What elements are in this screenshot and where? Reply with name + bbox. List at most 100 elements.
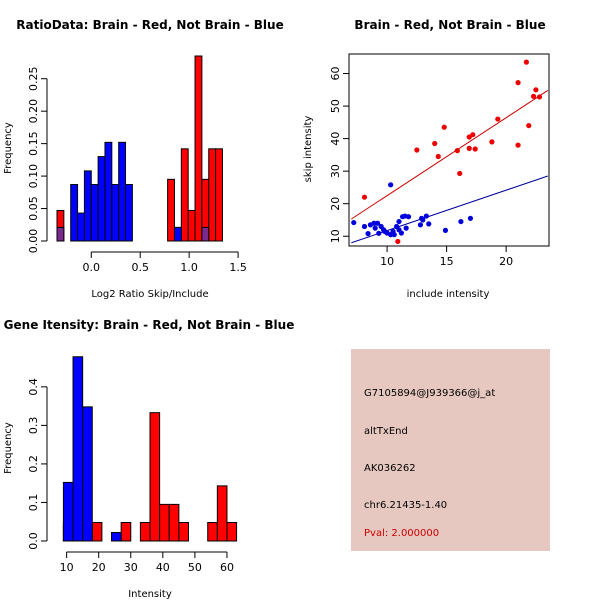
- brain-point: [361, 194, 368, 200]
- intensity-brain-bar: [178, 522, 189, 542]
- gene-intensity-y-axis: 0.0 0.1 0.2 0.3 0.4: [27, 378, 48, 550]
- intensity-brain-bar: [207, 522, 218, 542]
- ratio-not-brain-bar: [111, 184, 120, 242]
- gene-intensity-y-label: Frequency: [3, 422, 14, 474]
- not-brain-point: [467, 215, 474, 221]
- accession-text: AK036262: [364, 463, 416, 474]
- intensity-x-tick-label: 40: [156, 561, 170, 574]
- not-brain-point: [376, 230, 382, 236]
- probe-id-text: G7105894@J939366@j_at: [364, 388, 495, 399]
- ratio-not-brain-bar: [118, 141, 127, 242]
- intensity-brain-bar: [91, 522, 103, 542]
- brain-point: [515, 80, 521, 86]
- brain-point: [526, 122, 532, 129]
- gene-intensity-x-label: Intensity: [128, 589, 172, 600]
- not-brain-point: [417, 222, 424, 228]
- intensity-x-tick-label: 50: [188, 561, 202, 574]
- ratio-y-tick-label: 0.05: [27, 196, 40, 221]
- brain-point: [441, 124, 447, 130]
- intensity-not-brain-bar: [72, 356, 84, 542]
- scatter-x-label: include intensity: [407, 289, 490, 300]
- ratio-overlap-bar: [201, 226, 210, 242]
- brain-point: [435, 153, 441, 160]
- not-brain-point: [371, 220, 377, 226]
- ratio-y-tick-label: 0.20: [27, 99, 40, 124]
- ratio-x-tick-label: 0.0: [83, 261, 101, 274]
- not-brain-point: [442, 227, 449, 233]
- ratio-histogram-bars: [56, 55, 223, 242]
- info-panel: G7105894@J939366@j_at altTxEnd AK036262 …: [351, 349, 550, 551]
- intensity-not-brain-bar: [62, 481, 74, 542]
- intensity-x-tick-label: 30: [124, 561, 138, 574]
- not-brain-point: [361, 223, 368, 230]
- intensity-y-tick-label: 0.3: [27, 417, 40, 435]
- gene-intensity-histogram-panel: Gene Itensity: Brain - Red, Not Brain - …: [3, 318, 294, 600]
- not-brain-point: [423, 213, 429, 219]
- intensity-brain-bar: [139, 522, 151, 542]
- scatter-y-tick-label: 60: [329, 67, 342, 81]
- ratio-not-brain-bar: [83, 170, 92, 242]
- brain-point: [432, 140, 438, 147]
- ratio-histogram-y-label: Frequency: [3, 122, 14, 174]
- gene-intensity-x-axis: 10 20 30 40 50 60: [60, 551, 234, 574]
- scatter-x-tick-label: 15: [440, 255, 454, 268]
- ratio-not-brain-bar: [173, 226, 182, 242]
- intensity-brain-bar: [226, 522, 238, 542]
- intensity-brain-bar: [120, 522, 132, 542]
- brain-point: [536, 94, 543, 100]
- scatter-x-tick-label: 10: [380, 255, 394, 268]
- intensity-y-tick-label: 0.4: [27, 378, 40, 396]
- intensity-brain-bar: [159, 503, 170, 542]
- pval-text: Pval: 2.000000: [364, 528, 439, 539]
- scatter-x-axis: 10 15 20: [380, 246, 513, 268]
- gene-intensity-bars: [62, 356, 238, 542]
- scatter-fit-lines: [351, 90, 549, 244]
- not-brain-point: [372, 225, 378, 231]
- scatter-y-tick-label: 20: [329, 197, 342, 211]
- ratio-y-tick-label: 0.00: [27, 229, 40, 254]
- intensity-brain-bar: [216, 485, 228, 542]
- ratio-histogram-title: RatioData: Brain - Red, Not Brain - Blue: [16, 18, 283, 32]
- info-panel-background: [351, 349, 550, 551]
- intensity-not-brain-bar: [111, 532, 122, 542]
- not-brain-point: [398, 230, 404, 236]
- brain-point: [495, 116, 501, 122]
- gene-intensity-title: Gene Itensity: Brain - Red, Not Brain - …: [4, 318, 295, 332]
- brain-fit-line: [351, 90, 549, 220]
- brain-point: [530, 93, 537, 99]
- brain-point: [489, 139, 495, 145]
- scatter-plot-frame: [348, 53, 550, 247]
- ratio-not-brain-bar: [125, 184, 133, 242]
- scatter-title: Brain - Red, Not Brain - Blue: [354, 18, 545, 32]
- ratio-brain-bar: [180, 148, 189, 242]
- ratio-brain-bar: [215, 148, 223, 242]
- ratio-brain-bar: [194, 55, 203, 242]
- not-brain-point: [388, 182, 394, 188]
- intensity-x-tick-label: 60: [220, 561, 234, 574]
- intensity-scatter-panel: Brain - Red, Not Brain - Blue 10 15 20 10 2…: [303, 18, 550, 300]
- ratio-histogram-y-axis: 0.00 0.05 0.10 0.15 0.20 0.25: [27, 66, 48, 254]
- ratio-brain-bar: [187, 209, 196, 242]
- scatter-y-tick-label: 30: [329, 164, 342, 178]
- scatter-points: [351, 59, 543, 245]
- ratio-x-tick-label: 1.0: [180, 261, 198, 274]
- ratio-x-tick-label: 0.5: [131, 261, 149, 274]
- brain-point: [472, 146, 478, 152]
- not-brain-point: [458, 218, 464, 225]
- ratio-not-brain-bar: [70, 184, 79, 242]
- not-brain-point: [365, 231, 371, 237]
- intensity-y-tick-label: 0.0: [27, 532, 40, 550]
- not-brain-point: [405, 214, 412, 220]
- intensity-y-tick-label: 0.1: [27, 494, 40, 512]
- ratio-brain-bar: [208, 148, 217, 242]
- ratio-y-tick-label: 0.15: [27, 131, 40, 156]
- intensity-y-tick-label: 0.2: [27, 455, 40, 473]
- ratio-y-tick-label: 0.25: [27, 66, 40, 91]
- ratio-histogram-panel: RatioData: Brain - Red, Not Brain - Blue…: [3, 18, 284, 300]
- ratio-overlap-bar: [56, 226, 65, 242]
- scatter-y-tick-label: 10: [329, 229, 342, 243]
- brain-point: [515, 142, 521, 148]
- ratio-y-tick-label: 0.10: [27, 164, 40, 189]
- brain-point: [395, 238, 401, 245]
